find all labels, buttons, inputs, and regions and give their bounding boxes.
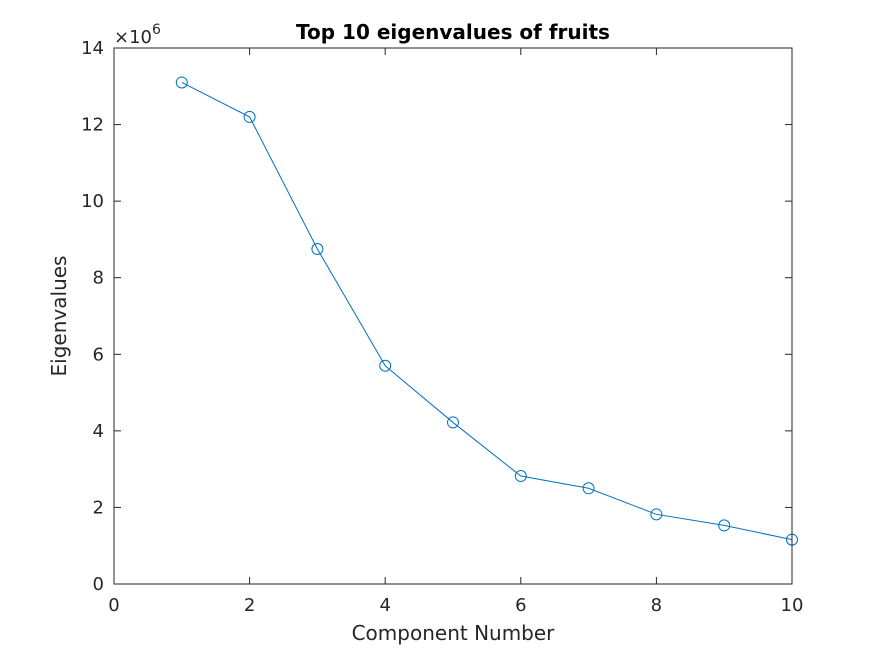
x-tick-label: 6 [515,595,526,616]
x-tick-label: 0 [108,595,119,616]
x-tick-label: 10 [781,595,804,616]
data-point-marker [718,519,731,532]
y-axis-exponent: ×106 [114,22,161,48]
x-axis-label: Component Number [352,621,556,645]
data-point-marker [582,482,595,495]
y-tick-label: 10 [81,191,104,212]
plot-area [114,48,792,584]
y-exponent-power: 6 [152,22,161,38]
data-point-marker [379,359,392,372]
x-tick-label: 4 [379,595,390,616]
data-point-marker [650,508,663,521]
y-tick-label: 8 [93,268,104,289]
y-axis-label: Eigenvalues [47,256,71,377]
x-tick-label: 2 [244,595,255,616]
series-line [181,82,793,541]
data-point-marker [243,110,256,123]
y-tick-label: 4 [93,421,104,442]
y-tick-label: 6 [93,344,104,365]
y-exponent-base: ×10 [114,27,152,48]
axis-tick-labels: 0 2 4 6 8 10 0 2 4 6 8 10 12 14 [81,38,803,616]
data-series [175,76,798,546]
chart-title: Top 10 eigenvalues of fruits [296,20,610,44]
x-tick-label: 8 [651,595,662,616]
axes-box [113,47,793,585]
y-tick-label: 14 [81,38,104,59]
data-point-marker [447,416,459,429]
data-point-marker [175,76,188,89]
data-point-marker [311,243,324,255]
y-tick-label: 12 [81,115,104,136]
y-tick-label: 2 [93,497,104,518]
y-tick-label: 0 [93,574,104,595]
data-point-marker [514,470,527,483]
